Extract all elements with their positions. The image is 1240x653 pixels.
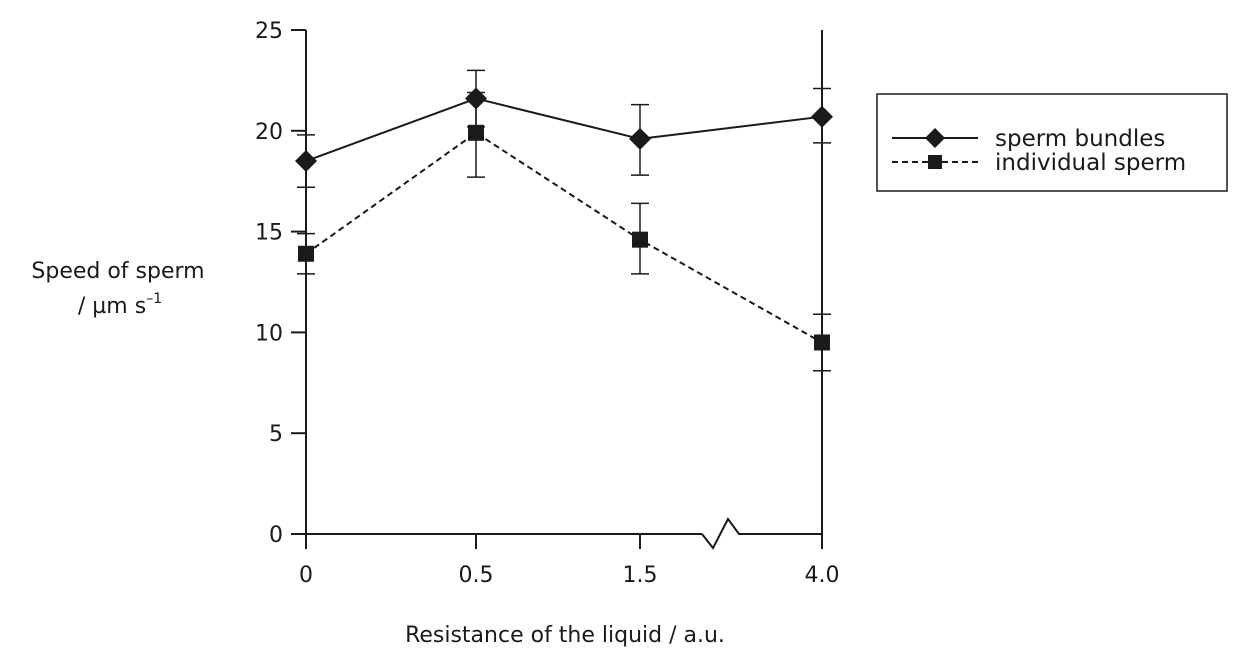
x-axis-label: Resistance of the liquid / a.u. bbox=[405, 623, 725, 648]
x-tick-label: 1.5 bbox=[623, 563, 658, 588]
legend: sperm bundles individual sperm bbox=[876, 93, 1228, 192]
series-individual-sperm bbox=[297, 91, 831, 372]
data-point-square bbox=[468, 124, 484, 141]
y-tick-label: 5 bbox=[269, 422, 283, 447]
y-tick-label: 10 bbox=[255, 321, 283, 346]
series-sperm-bundles bbox=[295, 69, 833, 188]
series-line-individual-sperm bbox=[305, 131, 823, 344]
y-tick-label: 0 bbox=[269, 523, 283, 548]
data-point-square bbox=[814, 334, 830, 351]
y-tick-label: 20 bbox=[255, 120, 283, 145]
legend-marker-square bbox=[928, 155, 942, 169]
axis-break-mark bbox=[701, 517, 822, 550]
data-point-square bbox=[298, 245, 314, 262]
legend-label-individual-sperm: individual sperm bbox=[995, 150, 1186, 176]
axes bbox=[305, 30, 823, 550]
y-tick-label: 15 bbox=[255, 221, 283, 246]
legend-marker-diamond bbox=[925, 128, 945, 148]
data-point-diamond bbox=[629, 127, 651, 150]
x-ticks: 0 0.5 1.5 4.0 bbox=[299, 534, 840, 588]
series-layer bbox=[295, 69, 833, 372]
x-tick-label: 0 bbox=[299, 563, 313, 588]
y-tick-label: 25 bbox=[255, 19, 283, 44]
data-point-diamond bbox=[295, 150, 317, 173]
y-axis-label-line1: Speed of sperm bbox=[31, 259, 204, 284]
y-axis-unit-superscript: –1 bbox=[146, 291, 162, 307]
data-point-diamond bbox=[811, 105, 833, 128]
y-ticks: 0 5 10 15 20 25 bbox=[255, 19, 306, 548]
legend-label-sperm-bundles: sperm bundles bbox=[995, 126, 1165, 152]
x-tick-label: 4.0 bbox=[805, 563, 840, 588]
series-line-sperm-bundles bbox=[305, 97, 823, 162]
y-axis-unit: / µm s bbox=[78, 294, 146, 319]
data-point-square bbox=[632, 231, 648, 248]
y-axis-label-line2: / µm s–1 bbox=[78, 291, 162, 319]
x-tick-label: 0.5 bbox=[459, 563, 494, 588]
